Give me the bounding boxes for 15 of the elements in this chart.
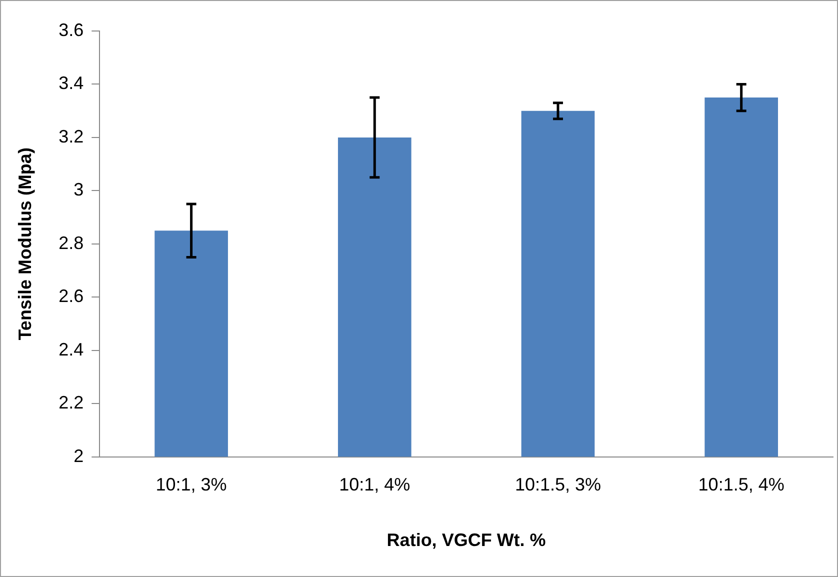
x-axis-title: Ratio, VGCF Wt. % xyxy=(386,530,546,550)
y-tick-label: 3 xyxy=(74,180,84,200)
y-axis-title: Tensile Modulus (Mpa) xyxy=(14,148,35,340)
y-tick-label: 2.8 xyxy=(58,232,84,253)
y-tick-label: 2.2 xyxy=(58,392,84,413)
x-tick-label: 10:1.5, 3% xyxy=(514,474,602,495)
y-tick-label: 2 xyxy=(74,446,84,466)
y-tick-label: 2.4 xyxy=(58,339,84,360)
y-tick-label: 3.6 xyxy=(58,20,84,40)
y-tick-label: 3.2 xyxy=(58,126,84,146)
y-tick-label: 2.6 xyxy=(58,286,84,306)
x-tick-label: 10:1, 3% xyxy=(156,474,227,495)
x-tick-label: 10:1.5, 4% xyxy=(698,474,784,495)
y-tick-label: 3.4 xyxy=(58,73,84,94)
x-tick-label: 10:1, 4% xyxy=(339,474,410,495)
